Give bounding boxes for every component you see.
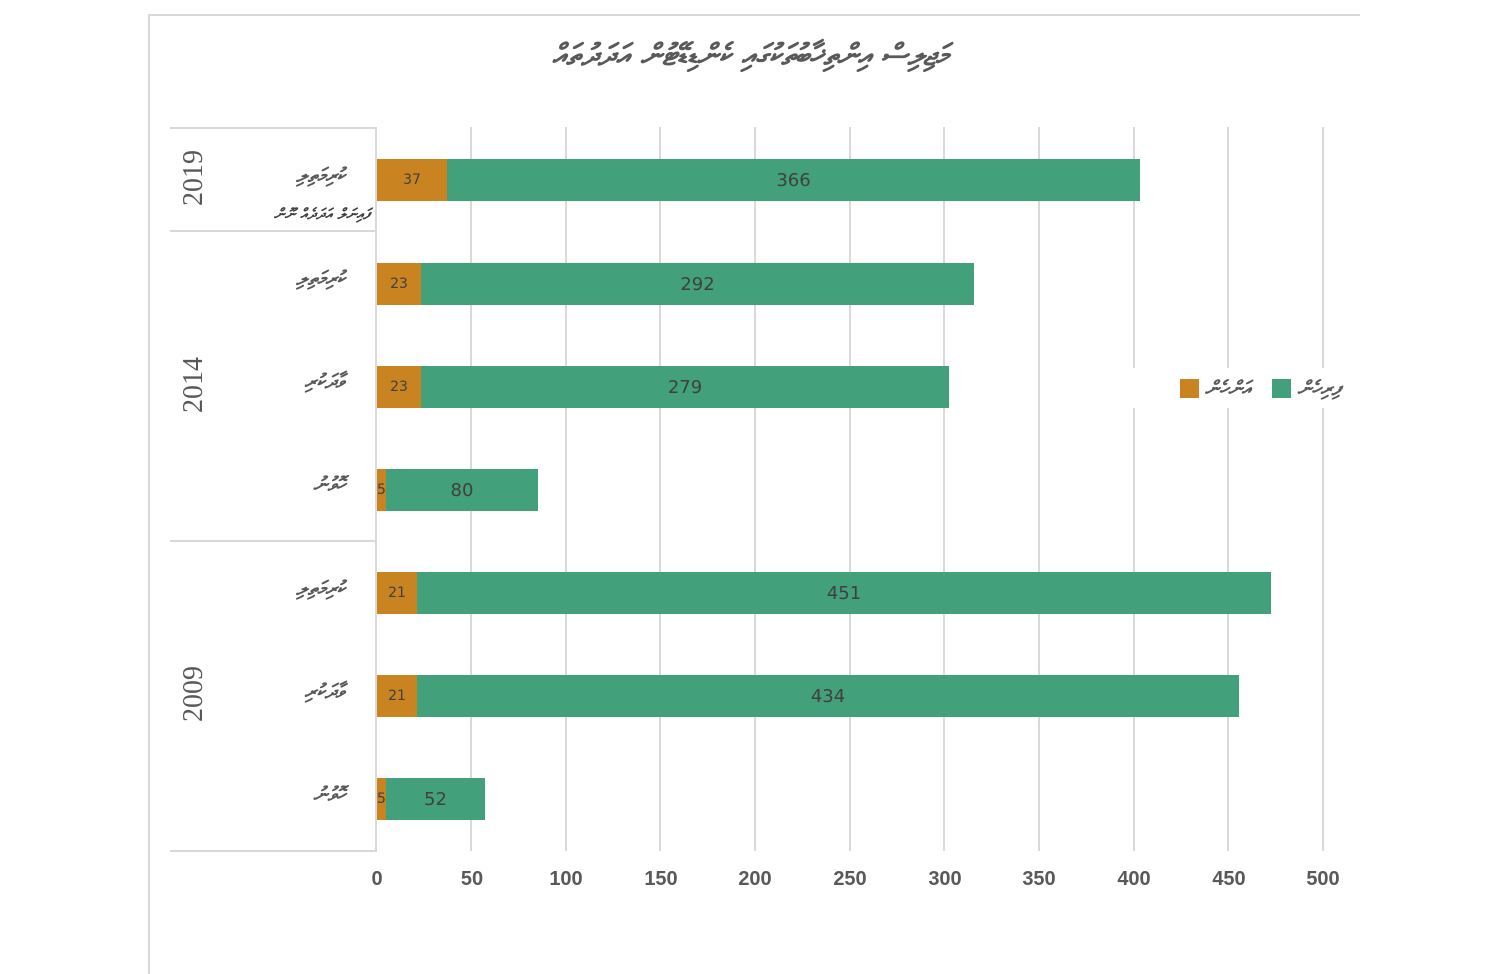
gridline-300: [943, 127, 945, 851]
gridline-400: [1133, 127, 1135, 851]
gridline-250: [849, 127, 851, 851]
gridline-100: [565, 127, 567, 851]
category-label: ވާދަކުރި: [304, 369, 345, 393]
legend-item-male: ފިރިހެން: [1272, 376, 1340, 400]
bar-2009-elected: 5 52: [377, 778, 485, 820]
gridline-500: [1322, 127, 1324, 851]
year-label-2009: 2009: [178, 666, 209, 722]
gridline-200: [754, 127, 756, 851]
x-tick: 450: [1212, 868, 1246, 890]
bar-2014-contested: 23 292: [377, 263, 974, 305]
x-tick: 200: [738, 868, 772, 890]
year-label-2014: 2014: [178, 357, 209, 413]
legend-swatch-female: [1179, 378, 1199, 398]
x-tick: 250: [833, 868, 867, 890]
x-tick: 500: [1306, 868, 1340, 890]
category-label: ހޮވުނު: [313, 782, 345, 806]
bar-segment-male: 451: [417, 572, 1271, 614]
group-box-2009: [170, 540, 375, 851]
bar-segment-female: 23: [377, 263, 421, 305]
x-tick: 50: [460, 868, 484, 890]
x-tick: 400: [1117, 868, 1151, 890]
x-tick: 0: [371, 868, 383, 890]
category-label: ހޮވުނު: [313, 472, 345, 496]
bar-segment-male: 279: [421, 366, 949, 408]
category-axis-bottom: [170, 850, 377, 852]
gridline-350: [1038, 127, 1040, 851]
bar-segment-female: 21: [377, 572, 417, 614]
bar-segment-male: 366: [447, 159, 1140, 201]
bar-2009-competed: 21 434: [377, 675, 1239, 717]
bar-segment-male: 80: [386, 469, 538, 511]
bar-segment-female: 23: [377, 366, 421, 408]
bar-segment-male: 52: [386, 778, 485, 820]
bar-segment-female: 5: [377, 469, 386, 511]
legend-item-female: އަންހެން: [1179, 376, 1251, 400]
bar-segment-male: 292: [421, 263, 974, 305]
gridline-450: [1227, 127, 1229, 851]
group-box-2019: [170, 127, 375, 231]
bar-2014-elected: 5 80: [377, 469, 538, 511]
gridline-150: [659, 127, 661, 851]
legend-label-male: ފިރިހެން: [1297, 376, 1340, 400]
category-label: ކުރިމަތިލި: [296, 266, 345, 290]
x-tick: 300: [928, 868, 962, 890]
bar-segment-female: 21: [377, 675, 417, 717]
x-tick: 100: [549, 868, 583, 890]
legend-swatch-male: [1272, 378, 1292, 398]
x-tick: 350: [1022, 868, 1056, 890]
chart-title: މަޖިލިސް އިންތިޚާބުތަކުގައި ކެންޑިޑޭޓުން…: [552, 38, 948, 73]
bar-segment-male: 434: [417, 675, 1239, 717]
category-label: ވާދަކުރި: [304, 679, 345, 703]
bar-segment-female: 5: [377, 778, 386, 820]
legend: އަންހެން ފިރިހެން: [1100, 368, 1340, 408]
bar-segment-female: 37: [377, 159, 447, 201]
note-2019-not-final: ފައިނަލް އަދަދެއް ނޫން: [273, 205, 370, 223]
group-box-2014: [170, 230, 375, 541]
category-label: ކުރިމަތިލި: [296, 163, 345, 187]
legend-label-female: އަންހެން: [1204, 376, 1251, 400]
bar-2014-competed: 23 279: [377, 366, 949, 408]
category-axis-line: [375, 127, 377, 851]
x-tick: 150: [644, 868, 678, 890]
bar-2019-contested: 37 366: [377, 159, 1140, 201]
chart-frame: [148, 14, 1360, 974]
category-label: ކުރިމަތިލި: [296, 576, 345, 600]
bar-2009-contested: 21 451: [377, 572, 1271, 614]
